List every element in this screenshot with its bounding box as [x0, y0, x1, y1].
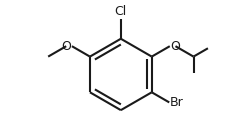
Text: Br: Br — [170, 96, 183, 109]
Text: O: O — [62, 40, 71, 53]
Text: Cl: Cl — [115, 5, 127, 18]
Text: O: O — [170, 40, 180, 53]
